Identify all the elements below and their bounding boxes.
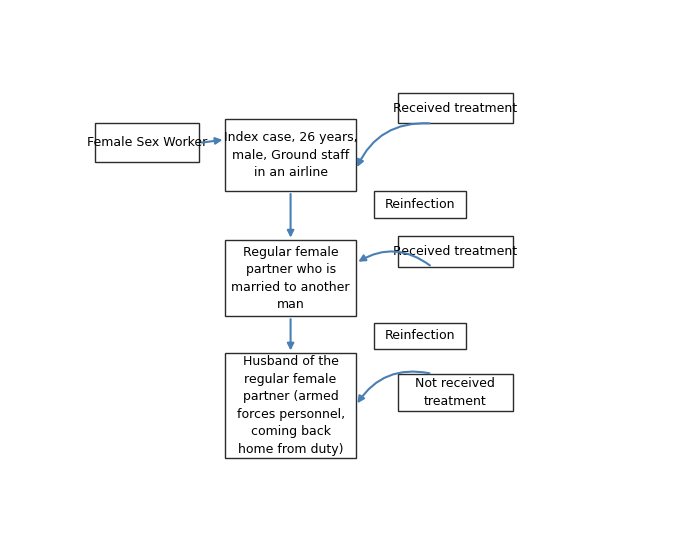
- FancyBboxPatch shape: [225, 240, 356, 317]
- FancyBboxPatch shape: [94, 124, 200, 163]
- FancyBboxPatch shape: [398, 93, 513, 124]
- Text: Reinfection: Reinfection: [385, 198, 455, 211]
- Text: Reinfection: Reinfection: [385, 329, 455, 342]
- Text: Index case, 26 years,
male, Ground staff
in an airline: Index case, 26 years, male, Ground staff…: [224, 131, 357, 179]
- FancyBboxPatch shape: [374, 322, 466, 349]
- Text: Not received
treatment: Not received treatment: [415, 377, 495, 408]
- Text: Female Sex Worker: Female Sex Worker: [87, 136, 207, 149]
- FancyBboxPatch shape: [225, 119, 356, 191]
- FancyBboxPatch shape: [398, 374, 513, 411]
- FancyBboxPatch shape: [225, 353, 356, 458]
- Text: Husband of the
regular female
partner (armed
forces personnel,
coming back
home : Husband of the regular female partner (a…: [237, 356, 344, 456]
- Text: Received treatment: Received treatment: [393, 102, 517, 115]
- FancyBboxPatch shape: [398, 236, 513, 267]
- FancyBboxPatch shape: [374, 191, 466, 218]
- Text: Regular female
partner who is
married to another
man: Regular female partner who is married to…: [231, 246, 350, 311]
- Text: Received treatment: Received treatment: [393, 245, 517, 258]
